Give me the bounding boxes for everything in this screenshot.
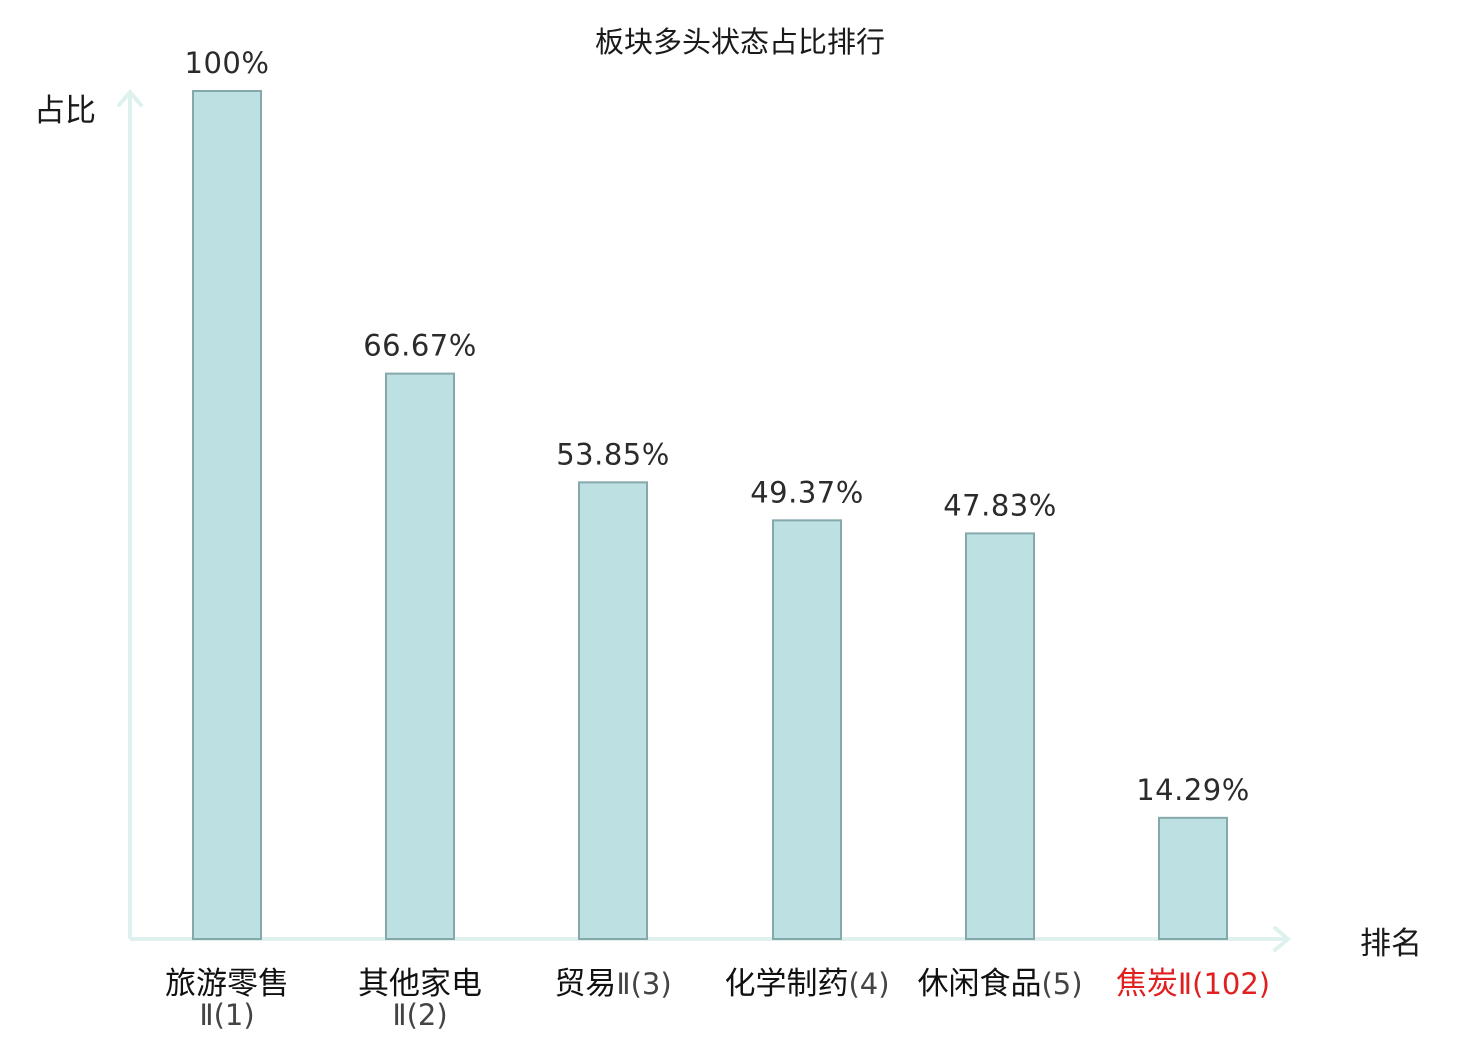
x-axis-arrow — [1273, 926, 1292, 952]
bar — [578, 481, 648, 940]
y-axis-arrow — [117, 88, 143, 107]
category-rank: Ⅱ(3) — [616, 967, 671, 1001]
value-labels-group: 100% 66.67% 53.85% 49.37% 47.83% 14.29% — [185, 46, 1250, 807]
bar-value-label: 53.85% — [556, 437, 670, 471]
bar — [192, 90, 262, 940]
bar-value-label: 49.37% — [750, 475, 864, 509]
category-name: 休闲食品 — [917, 966, 1041, 1002]
category-name: 化学制药 — [724, 966, 848, 1002]
axes — [117, 88, 1292, 952]
bar-value-label: 66.67% — [363, 329, 477, 363]
category-rank-label: Ⅱ(2) — [392, 998, 447, 1032]
category-label: 化学制药(4) — [724, 966, 889, 1002]
category-label: 焦炭Ⅱ(102) — [1116, 966, 1270, 1002]
bar-value-label: 100% — [185, 46, 270, 80]
category-name: 贸易 — [554, 966, 616, 1002]
category-rank: (4) — [848, 967, 889, 1001]
x-axis-label: 排名 — [1360, 926, 1422, 962]
category-rank: (5) — [1041, 967, 1082, 1001]
y-axis-label: 占比 — [34, 93, 96, 129]
category-label: 其他家电 — [358, 966, 482, 1002]
bar — [965, 532, 1035, 940]
category-rank-label: Ⅱ(1) — [199, 998, 254, 1032]
chart-title: 板块多头状态占比排行 — [595, 25, 885, 59]
category-label: 休闲食品(5) — [917, 966, 1082, 1002]
category-label: 贸易Ⅱ(3) — [554, 966, 671, 1002]
bar — [772, 519, 842, 940]
bar — [385, 372, 455, 940]
bars-group — [192, 90, 1228, 940]
category-label: 旅游零售 — [165, 966, 289, 1002]
category-rank: Ⅱ(102) — [1178, 967, 1270, 1001]
bar-value-label: 14.29% — [1136, 773, 1250, 807]
category-name: 焦炭 — [1116, 966, 1178, 1002]
bar-value-label: 47.83% — [943, 488, 1057, 522]
bar — [1158, 816, 1228, 940]
